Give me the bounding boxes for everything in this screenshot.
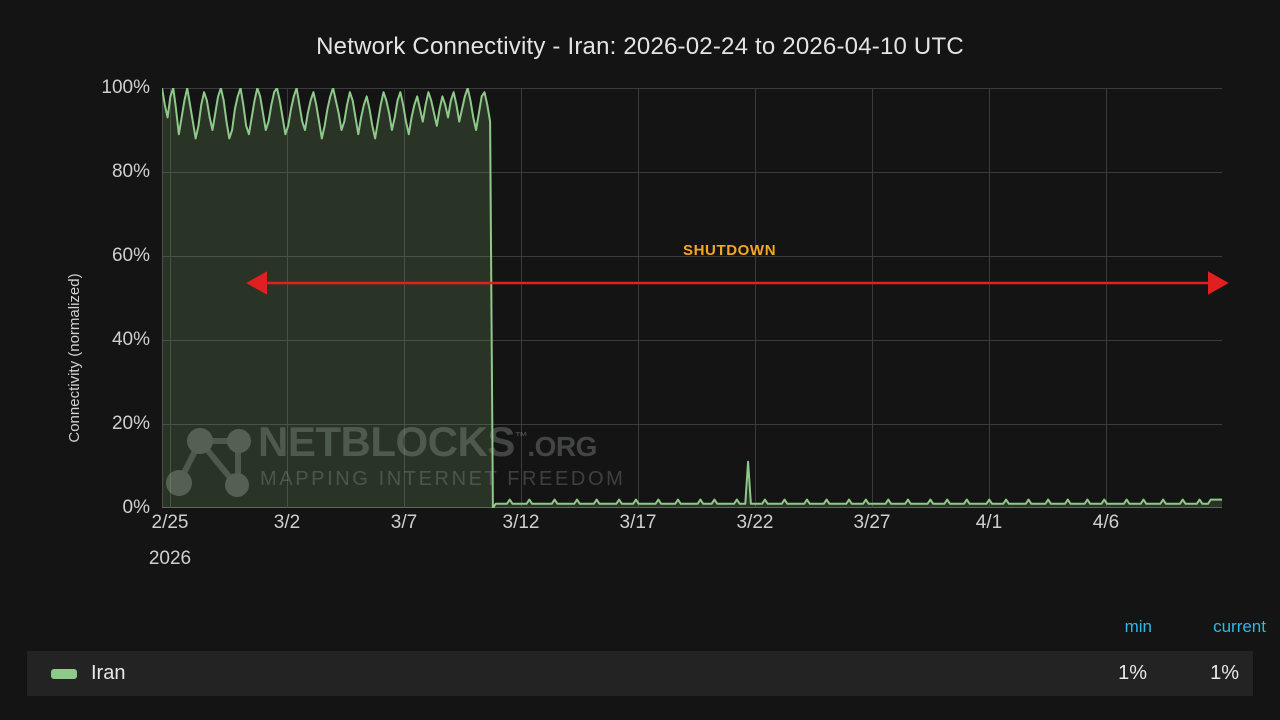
gridline-v-8 (1106, 88, 1107, 508)
gridline-h-60 (162, 256, 1222, 257)
plot-baseline (162, 507, 1222, 508)
legend-row-iran[interactable]: Iran 1% 1% (27, 651, 1253, 696)
gridline-v-5 (755, 88, 756, 508)
x-tick-label-8: 4/6 (1092, 512, 1120, 533)
gridline-h-100 (162, 88, 1222, 89)
gridline-v-1 (287, 88, 288, 508)
y-tick-label-100: 100% (101, 77, 150, 98)
y-tick-label-60: 60% (111, 245, 150, 266)
x-tick-label-7: 4/1 (975, 512, 1003, 533)
y-tick-label-0: 0% (122, 497, 150, 518)
y-tick-label-40: 40% (111, 329, 150, 350)
x-tick-label-4: 3/17 (619, 512, 657, 533)
y-tick-label-80: 80% (111, 161, 150, 182)
series-iran-area (162, 88, 1222, 508)
x-tick-label-2: 3/7 (390, 512, 418, 533)
x-tick-label-6: 3/27 (853, 512, 891, 533)
legend-value-current: 1% (1210, 662, 1239, 684)
y-tick-label-20: 20% (111, 413, 150, 434)
x-tick-label-1: 3/2 (273, 512, 301, 533)
gridline-v-0 (170, 88, 171, 508)
shutdown-annotation-label: SHUTDOWN (683, 242, 777, 259)
gridline-v-7 (989, 88, 990, 508)
shutdown-range-arrow (246, 271, 1229, 295)
legend-header: min current (0, 617, 1280, 643)
series-iran-line (162, 88, 1222, 508)
gridline-v-2 (404, 88, 405, 508)
legend-col-current: current (1213, 617, 1266, 636)
x-tick-label-0: 2/25 (151, 512, 189, 533)
x-tick-label-5: 3/22 (736, 512, 774, 533)
gridline-v-6 (872, 88, 873, 508)
legend-value-min: 1% (1118, 662, 1147, 684)
x-tick-label-3: 3/12 (502, 512, 540, 533)
x-axis-year-label: 2026 (148, 548, 192, 569)
series-iran (162, 88, 1222, 508)
gridline-v-3 (521, 88, 522, 508)
legend-col-min: min (1124, 617, 1152, 636)
plot-left-border (162, 88, 163, 508)
gridline-h-80 (162, 172, 1222, 173)
gridline-v-4 (638, 88, 639, 508)
y-axis-title: Connectivity (normalized) (66, 273, 83, 443)
legend-series-name: Iran (91, 662, 126, 684)
gridline-h-20 (162, 424, 1222, 425)
gridline-h-40 (162, 340, 1222, 341)
legend-color-swatch (51, 668, 77, 679)
page-title: Network Connectivity - Iran: 2026-02-24 … (316, 33, 964, 60)
